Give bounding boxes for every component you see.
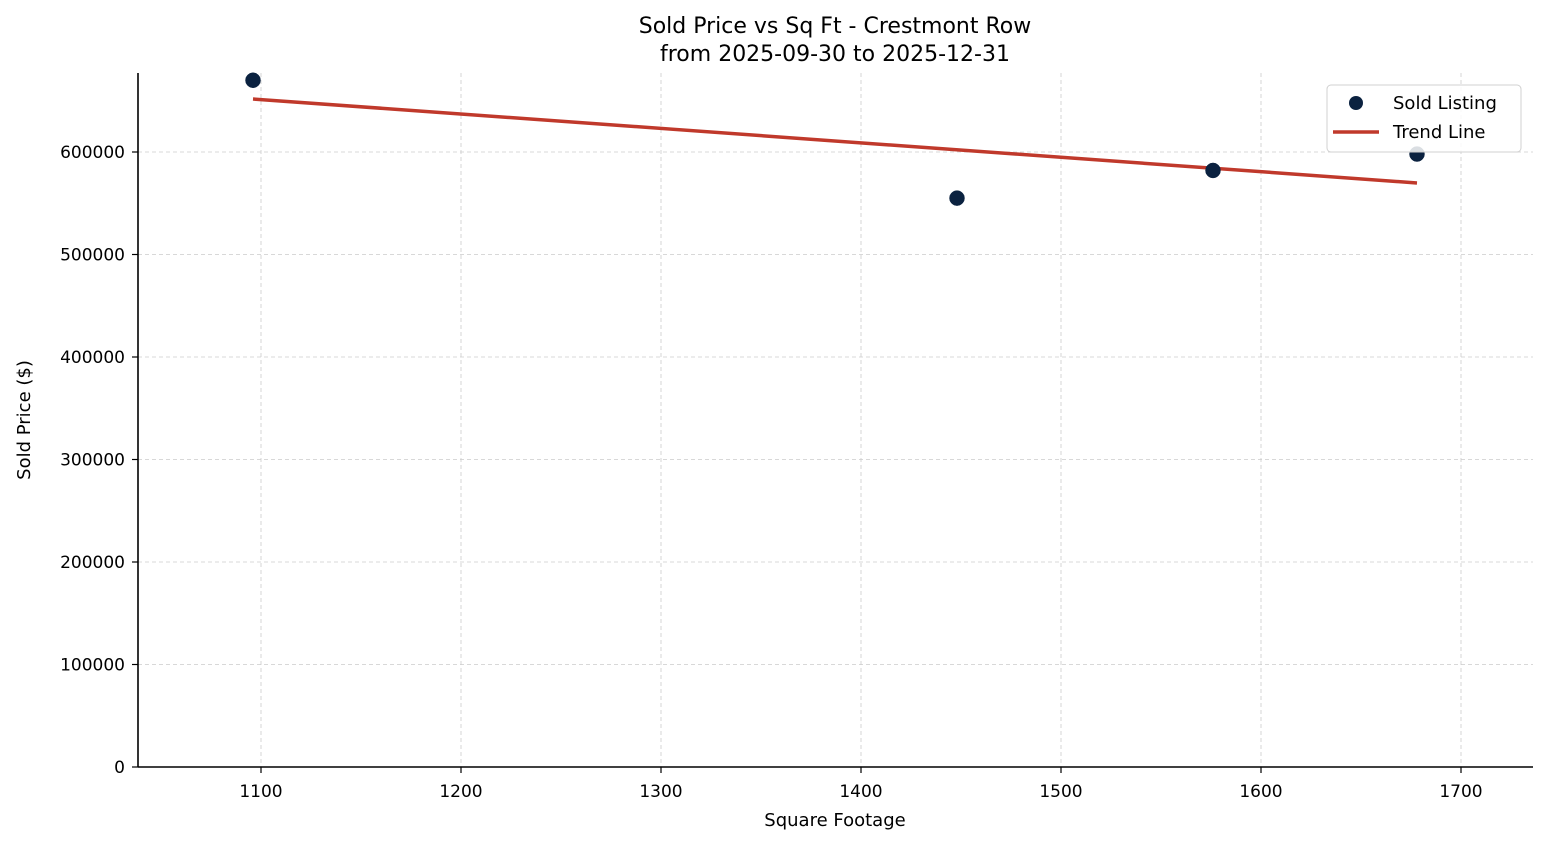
y-axis-label: Sold Price ($) <box>14 360 35 480</box>
y-axis-ticks: 0 100000 200000 300000 400000 500000 600000 <box>60 143 138 778</box>
y-tick-label: 200000 <box>60 553 125 573</box>
y-tick-label: 400000 <box>60 348 125 368</box>
legend-label-trend-line: Trend Line <box>1392 122 1486 143</box>
x-tick-label: 1700 <box>1439 782 1482 802</box>
y-tick-label: 100000 <box>60 656 125 676</box>
sold-listing-point <box>1205 162 1221 179</box>
chart-subtitle: from 2025-09-30 to 2025-12-31 <box>660 42 1010 67</box>
y-tick-label: 0 <box>114 758 125 778</box>
x-tick-label: 1400 <box>839 782 882 802</box>
x-tick-label: 1100 <box>239 782 282 802</box>
y-tick-label: 600000 <box>60 143 125 163</box>
x-tick-label: 1500 <box>1039 782 1082 802</box>
trend-line <box>252 97 1418 185</box>
data-series <box>245 72 1425 206</box>
sold-listing-point <box>245 72 261 88</box>
x-tick-label: 1600 <box>1239 782 1282 802</box>
x-tick-label: 1200 <box>439 782 482 802</box>
x-tick-label: 1300 <box>639 782 682 802</box>
gridlines <box>138 73 1533 767</box>
marker-dot-icon <box>1349 96 1363 110</box>
x-axis-ticks: 1100 1200 1300 1400 1500 1600 1700 <box>239 767 1483 802</box>
legend-box <box>1326 84 1522 153</box>
legend-label-sold-listing: Sold Listing <box>1393 93 1497 114</box>
y-tick-label: 500000 <box>60 246 125 266</box>
y-tick-label: 300000 <box>60 451 125 471</box>
chart-title: Sold Price vs Sq Ft - Crestmont Row <box>639 14 1032 39</box>
legend: Sold Listing Trend Line <box>1326 84 1522 153</box>
x-axis-label: Square Footage <box>764 810 905 831</box>
sold-listing-point <box>949 190 965 206</box>
